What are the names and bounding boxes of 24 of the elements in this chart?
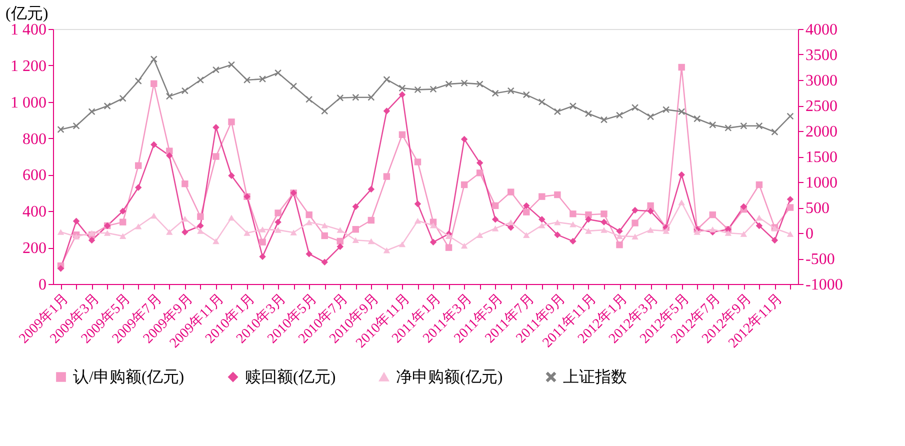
y-tick-label: 1 400: [10, 22, 46, 38]
y-tick-label: 400: [22, 204, 46, 221]
y-axis-title: (亿元): [6, 6, 48, 22]
y2-tick-label: -1000: [806, 276, 843, 294]
y-tick-label: 1 000: [10, 94, 46, 112]
y2-tick-label: 0: [806, 226, 814, 242]
y2-tick-label: 3000: [806, 72, 838, 90]
y2-tick-label: 1000: [806, 174, 838, 192]
y-tick-label: 800: [22, 130, 46, 148]
y2-tick-label: 3500: [806, 47, 838, 64]
legend-label: 赎回额(亿元): [245, 368, 336, 386]
y2-tick-label: -500: [806, 251, 835, 268]
y-tick-label: 1 200: [10, 58, 46, 75]
y2-tick-label: 1500: [806, 149, 838, 166]
legend-label: 上证指数: [563, 368, 627, 386]
y-tick-label: 600: [22, 167, 46, 184]
y-tick-label: 0: [38, 276, 46, 294]
y2-tick-label: 2500: [806, 98, 838, 115]
legend-label: 认/申购额(亿元): [73, 368, 184, 386]
y2-tick-label: 500: [806, 200, 830, 217]
y-tick-label: 200: [22, 240, 46, 258]
legend-label: 净申购额(亿元): [396, 368, 503, 386]
y2-tick-label: 4000: [806, 22, 838, 38]
y2-tick-label: 2000: [806, 124, 838, 140]
